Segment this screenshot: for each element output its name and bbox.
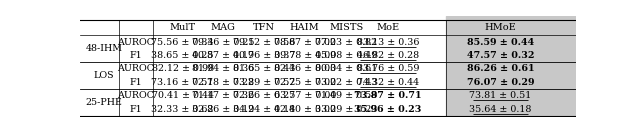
Text: F1: F1 [129, 78, 142, 87]
Text: 40.96 ± 0.37: 40.96 ± 0.37 [233, 51, 295, 60]
Text: 86.26 ± 0.61: 86.26 ± 0.61 [467, 64, 534, 73]
Text: 34.24 ± 0.14: 34.24 ± 0.14 [233, 105, 295, 114]
Text: AUROC: AUROC [117, 38, 154, 47]
Text: MulT: MulT [170, 23, 196, 32]
Text: 76.07 ± 0.29: 76.07 ± 0.29 [467, 78, 534, 87]
Text: AUROC: AUROC [117, 91, 154, 100]
Text: 47.57 ± 0.32: 47.57 ± 0.32 [467, 51, 534, 60]
Text: 73.22 ± 0.43: 73.22 ± 0.43 [316, 78, 378, 87]
Text: 73.81 ± 0.51: 73.81 ± 0.51 [470, 91, 532, 100]
Bar [446, 16, 576, 117]
Text: AUROC: AUROC [117, 64, 154, 73]
Text: 45.98 ± 0.49: 45.98 ± 0.49 [315, 51, 378, 60]
Text: 83.76 ± 0.59: 83.76 ± 0.59 [356, 64, 419, 73]
Text: MISTS: MISTS [329, 23, 364, 32]
Text: LOS: LOS [93, 71, 114, 80]
Text: 38.65 ± 0.25: 38.65 ± 0.25 [152, 51, 214, 60]
Text: MAG: MAG [211, 23, 236, 32]
Text: TFN: TFN [253, 23, 275, 32]
Text: HMoE: HMoE [484, 23, 516, 32]
Text: 40.87 ± 0.17: 40.87 ± 0.17 [193, 51, 254, 60]
Text: 73.87 ± 0.71: 73.87 ± 0.71 [354, 91, 422, 100]
Text: 79.36 ± 0.25: 79.36 ± 0.25 [192, 38, 255, 47]
Text: 79.12 ± 0.56: 79.12 ± 0.56 [233, 38, 295, 47]
Text: 82.46 ± 0.00: 82.46 ± 0.00 [274, 64, 336, 73]
Text: 73.89 ± 0.52: 73.89 ± 0.52 [233, 78, 295, 87]
Text: 71.49 ± 0.59: 71.49 ± 0.59 [315, 91, 378, 100]
Text: 35.96 ± 0.23: 35.96 ± 0.23 [355, 105, 422, 114]
Text: F1: F1 [129, 105, 142, 114]
Text: MoE: MoE [376, 23, 399, 32]
Text: 73.16 ± 0.51: 73.16 ± 0.51 [152, 78, 214, 87]
Text: 71.17 ± 0.36: 71.17 ± 0.36 [192, 91, 255, 100]
Text: 77.23 ± 0.82: 77.23 ± 0.82 [316, 38, 378, 47]
Text: 39.78 ± 0.00: 39.78 ± 0.00 [273, 51, 336, 60]
Text: 82.12 ± 0.98: 82.12 ± 0.98 [152, 64, 214, 73]
Text: 81.65 ± 0.43: 81.65 ± 0.43 [233, 64, 295, 73]
Text: 80.34 ± 0.61: 80.34 ± 0.61 [316, 64, 378, 73]
Text: 78.87 ± 0.00: 78.87 ± 0.00 [274, 38, 336, 47]
Text: 63.57 ± 0.00: 63.57 ± 0.00 [273, 91, 336, 100]
Text: 25-PHE: 25-PHE [85, 98, 122, 107]
Text: 33.29 ± 0.23: 33.29 ± 0.23 [315, 105, 378, 114]
Text: 72.75 ± 0.00: 72.75 ± 0.00 [274, 78, 336, 87]
Text: 72.78 ± 0.22: 72.78 ± 0.22 [193, 78, 254, 87]
Text: 75.56 ± 0.34: 75.56 ± 0.34 [152, 38, 214, 47]
Text: 70.41 ± 0.44: 70.41 ± 0.44 [152, 91, 214, 100]
Text: 74.32 ± 0.44: 74.32 ± 0.44 [357, 78, 419, 87]
Text: 32.86 ± 0.19: 32.86 ± 0.19 [192, 105, 255, 114]
Text: 83.13 ± 0.36: 83.13 ± 0.36 [356, 38, 419, 47]
Text: 46.82 ± 0.28: 46.82 ± 0.28 [357, 51, 419, 60]
Text: F1: F1 [129, 51, 142, 60]
Text: 72.26 ± 0.27: 72.26 ± 0.27 [233, 91, 295, 100]
Text: 81.94 ± 0.36: 81.94 ± 0.36 [192, 64, 255, 73]
Text: 48-IHM: 48-IHM [85, 44, 122, 53]
Text: 32.33 ± 0.62: 32.33 ± 0.62 [152, 105, 214, 114]
Text: 42.80 ± 0.00: 42.80 ± 0.00 [274, 105, 336, 114]
Text: HAIM: HAIM [290, 23, 319, 32]
Text: 85.59 ± 0.44: 85.59 ± 0.44 [467, 38, 534, 47]
Text: 35.64 ± 0.18: 35.64 ± 0.18 [469, 105, 532, 114]
